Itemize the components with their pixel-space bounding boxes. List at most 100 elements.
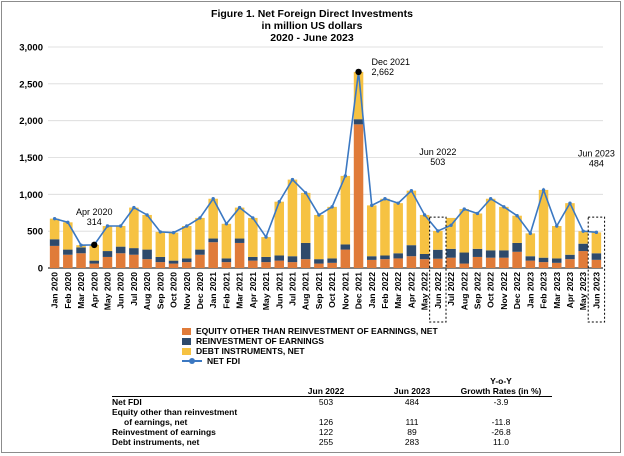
y-tick-label: 500 [27, 227, 43, 238]
x-tick-label: Jun 2020 [116, 272, 126, 309]
table-row: Net FDI 503 484 -3.9 [112, 397, 552, 408]
bar-debt [380, 198, 390, 256]
bar-equity [63, 254, 73, 268]
legend-line-net-fdi [182, 358, 202, 364]
x-tick-label: Jul 2021 [287, 272, 297, 306]
highlight-box [429, 216, 447, 323]
bar-equity [578, 251, 588, 268]
bar-reinvestment [446, 248, 456, 258]
bar-equity [499, 257, 509, 268]
bar-reinvestment [327, 258, 337, 263]
x-tick-label: May 2022 [420, 272, 430, 310]
bar-debt [433, 230, 443, 250]
summary-header-growth-rates: Growth Rates (in %) [460, 386, 542, 396]
point-net-fdi [185, 224, 189, 228]
x-tick-label: Feb 2022 [380, 272, 390, 309]
x-tick-label: Feb 2023 [539, 272, 549, 309]
chart-legend: EQUITY OTHER THAN REINVESTMENT OF EARNIN… [182, 326, 438, 366]
x-tick-label: Oct 2022 [486, 272, 496, 308]
bar-equity [274, 260, 285, 268]
bar-reinvestment [512, 242, 522, 252]
annotation-label: Apr 2020 [76, 207, 113, 217]
bar-reinvestment [300, 242, 311, 260]
bar-equity [300, 259, 311, 268]
annotation-label: Jun 2023 [578, 148, 615, 158]
x-tick-label: Dec 2021 [354, 272, 364, 309]
point-net-fdi [132, 205, 136, 210]
bar-debt [89, 244, 100, 261]
line-net-fdi [54, 71, 597, 246]
point-net-fdi [277, 200, 281, 204]
bar-debt [565, 203, 575, 255]
bar-reinvestment [433, 249, 443, 259]
bar-reinvestment [591, 253, 602, 260]
annotation-label: Dec 2021 [372, 57, 411, 67]
bar-reinvestment [314, 259, 324, 264]
point-net-fdi [594, 230, 599, 235]
bar-equity [195, 254, 205, 268]
point-net-fdi [317, 213, 321, 217]
bar-debt [419, 214, 430, 255]
x-tick-label: Aug 2020 [142, 272, 152, 310]
point-net-fdi [528, 231, 533, 236]
legend-item-debt: DEBT INSTRUMENTS, NET [182, 346, 438, 356]
legend-label-reinvestment: REINVESTMENT OF EARNINGS [196, 336, 324, 346]
x-tick-label: Feb 2020 [63, 272, 73, 309]
bar-reinvestment [181, 258, 192, 263]
point-net-fdi [66, 220, 70, 225]
bar-reinvestment [155, 256, 166, 263]
bar-equity [591, 259, 602, 268]
bar-reinvestment [538, 257, 549, 263]
y-tick-label: 1,500 [19, 153, 43, 164]
bar-debt [129, 207, 139, 249]
x-tick-label: Sep 2021 [314, 272, 324, 309]
point-net-fdi [105, 224, 110, 228]
x-tick-label: Mar 2022 [393, 272, 403, 309]
summary-header-growth: Y-o-Y Growth Rates (in %) [450, 376, 552, 397]
row-value-jun2023: 283 [404, 437, 420, 447]
summary-header-jun2022: Jun 2022 [278, 376, 374, 397]
point-net-fdi [396, 201, 400, 205]
bar-equity [565, 259, 575, 268]
bar-equity [314, 263, 324, 268]
x-tick-label: Aug 2021 [301, 272, 311, 310]
annotation-value: 503 [430, 157, 445, 167]
row-label-line-2: of earnings, net [124, 417, 188, 427]
x-tick-label: Aug 2022 [459, 272, 469, 310]
bar-equity [49, 245, 60, 268]
point-net-fdi [343, 174, 348, 178]
row-value-jun2023: 484 [404, 397, 420, 407]
bar-debt [142, 214, 152, 250]
bar-equity [248, 260, 258, 268]
legend-swatch-equity [182, 327, 191, 335]
bar-debt [261, 237, 271, 257]
bar-equity [181, 262, 192, 268]
x-tick-label: Jan 2022 [367, 272, 377, 309]
bar-debt [102, 226, 113, 252]
point-net-fdi [251, 216, 255, 220]
bar-debt [49, 218, 60, 240]
annotation-marker [355, 68, 362, 76]
bar-equity [340, 249, 351, 268]
x-tick-label: Nov 2022 [499, 272, 509, 310]
bar-reinvestment [115, 246, 126, 254]
bar-debt [393, 203, 403, 254]
bar-equity [234, 242, 245, 268]
point-net-fdi [145, 213, 149, 217]
x-tick-label: Apr 2021 [248, 272, 258, 309]
row-value-growth: -11.8 [491, 417, 511, 427]
legend-swatch-reinvestment [182, 337, 191, 345]
x-tick-label: Dec 2022 [512, 272, 522, 309]
table-row: Debt instruments, net 255 283 11.0 [112, 437, 552, 447]
point-net-fdi [303, 191, 308, 195]
row-value-jun2022: 126 [318, 417, 334, 427]
x-tick-label: Sep 2022 [472, 272, 482, 309]
bar-debt [195, 217, 205, 250]
highlight-box [587, 216, 606, 323]
bar-reinvestment [565, 254, 575, 260]
row-value-jun2023: 89 [407, 427, 417, 437]
bar-equity [327, 262, 337, 268]
row-label: Reinvestment of earnings [112, 427, 216, 437]
legend-item-net-fdi: NET FDI [182, 356, 438, 366]
